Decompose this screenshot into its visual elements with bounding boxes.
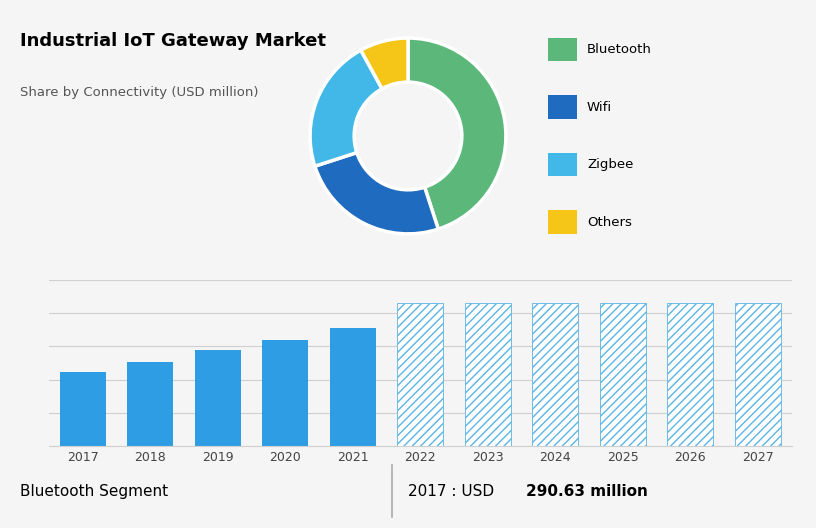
Bar xyxy=(548,38,577,61)
Text: Zigbee: Zigbee xyxy=(587,158,633,171)
Bar xyxy=(548,153,577,176)
Bar xyxy=(330,328,375,446)
Wedge shape xyxy=(315,153,438,234)
Text: Wifi: Wifi xyxy=(587,101,612,114)
Text: Industrial IoT Gateway Market: Industrial IoT Gateway Market xyxy=(20,32,326,50)
Text: Bluetooth: Bluetooth xyxy=(587,43,652,56)
Text: 290.63 million: 290.63 million xyxy=(526,484,648,498)
Bar xyxy=(735,303,781,446)
Text: Bluetooth Segment: Bluetooth Segment xyxy=(20,484,169,498)
Bar xyxy=(262,340,308,446)
Bar xyxy=(532,303,579,446)
Bar xyxy=(195,350,241,446)
Bar xyxy=(465,303,511,446)
Bar xyxy=(667,303,713,446)
Bar xyxy=(397,303,443,446)
Bar xyxy=(600,303,645,446)
Wedge shape xyxy=(408,38,506,229)
Bar xyxy=(548,96,577,119)
Bar xyxy=(548,211,577,234)
Bar xyxy=(127,362,173,446)
Text: Share by Connectivity (USD million): Share by Connectivity (USD million) xyxy=(20,86,259,99)
Wedge shape xyxy=(310,50,382,166)
Bar xyxy=(60,372,105,446)
Wedge shape xyxy=(361,38,408,89)
Text: 2017 : USD: 2017 : USD xyxy=(408,484,499,498)
Text: Others: Others xyxy=(587,216,632,229)
